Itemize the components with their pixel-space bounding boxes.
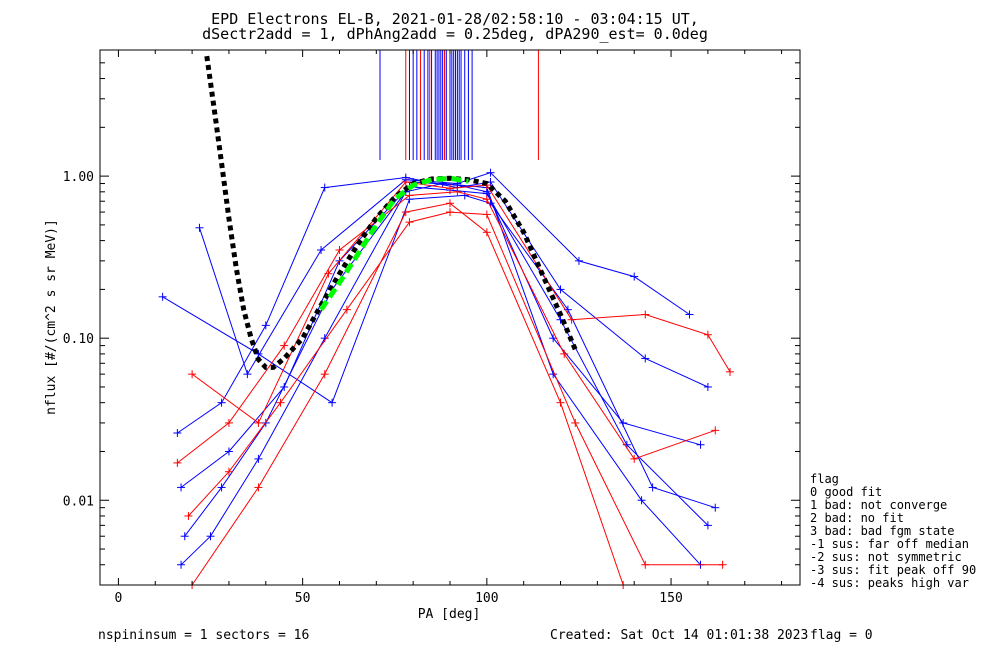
legend-item: 0 good fit [810, 485, 882, 499]
chart-title-line2: dSectr2add = 1, dPhAng2add = 0.25deg, dP… [202, 25, 708, 43]
series-line-3 [177, 176, 709, 434]
series-line-6 [180, 182, 701, 566]
legend-item: 3 bad: bad fgm state [810, 524, 955, 538]
x-axis: 0 50 100 150 [115, 50, 783, 606]
series-line-8 [191, 181, 731, 424]
x-tick-label: 0 [115, 591, 123, 606]
y-tick-label: 0.10 [63, 332, 94, 347]
series-line-5 [184, 186, 709, 537]
series-line-1 [319, 175, 469, 312]
series-line-2 [199, 172, 690, 376]
x-tick-label: 100 [475, 591, 498, 606]
legend-item: -1 sus: far off median [810, 537, 969, 551]
legend-item: -3 sus: fit peak off 90 [810, 563, 976, 577]
series-line-7 [162, 194, 716, 509]
series-line-4 [180, 181, 701, 488]
y-axis-label: nflux [#/(cm^2 s sr MeV)] [44, 219, 59, 415]
x-tick-label: 50 [295, 591, 311, 606]
legend-item: 1 bad: not converge [810, 498, 947, 512]
legend-item: 2 bad: no fit [810, 511, 904, 525]
footer-created: Created: Sat Oct 14 01:01:38 2023 [550, 628, 808, 643]
vertical-marker-lines [379, 50, 539, 160]
y-axis: 0.01 0.10 1.00 [63, 49, 800, 586]
series-line-9 [177, 191, 716, 464]
y-tick-label: 1.00 [63, 170, 94, 185]
chart-title-line1: EPD Electrons EL-B, 2021-01-28/02:58:10 … [211, 10, 699, 28]
footer-flag: flag = 0 [810, 628, 873, 643]
y-tick-label: 0.01 [63, 494, 94, 509]
series-line-11 [191, 202, 624, 586]
series-layer [158, 55, 734, 589]
legend: 0 good fit 1 bad: not converge 2 bad: no… [810, 485, 976, 590]
x-axis-label: PA [deg] [418, 607, 481, 622]
series-line-10 [188, 211, 723, 566]
legend-title: flag [810, 472, 839, 486]
legend-item: -4 sus: peaks high var [810, 576, 969, 590]
legend-item: -2 sus: not symmetric [810, 550, 962, 564]
x-tick-label: 150 [659, 591, 682, 606]
series-line-0 [204, 55, 578, 370]
footer-sectors: nspininsum = 1 sectors = 16 [98, 628, 309, 643]
